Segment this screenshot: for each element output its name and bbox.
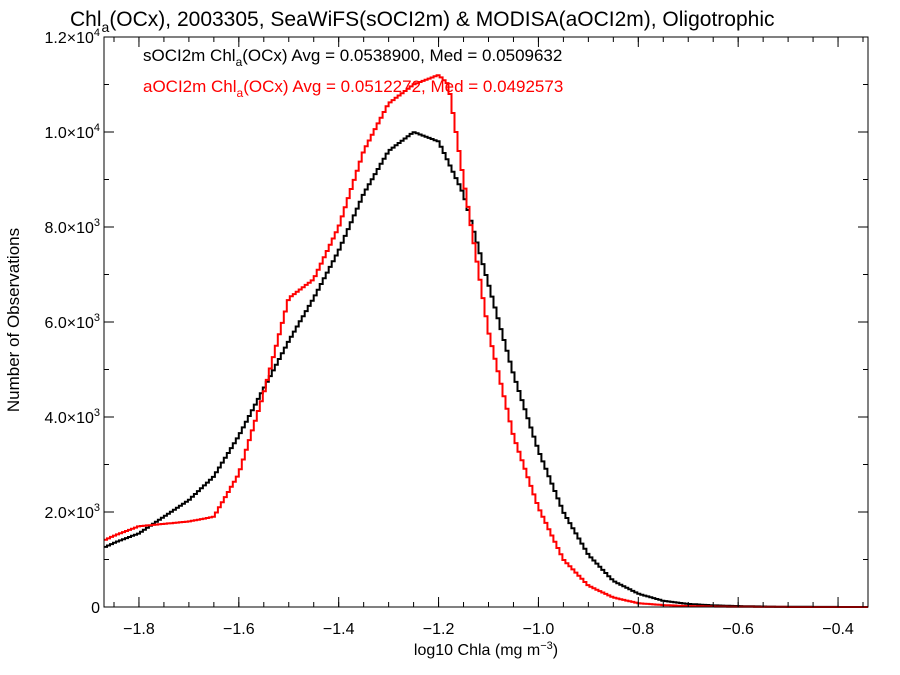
chart-title: Chla(OCx), 2003305, SeaWiFS(sOCI2m) & MO… [70,8,774,35]
y-tick-label: 1.2×104 [44,27,100,47]
legend-entry-soci2m-pre: sOCI2m Chl [143,46,236,65]
chart-title-subscript: a [102,19,110,35]
y-tick-label-mantissa: 6.0×10 [44,315,93,332]
series-line-aoci2m [104,74,868,608]
legend-entry-soci2m: sOCI2m Chla(OCx) Avg = 0.0538900, Med = … [143,46,562,69]
legend-entry-aoci2m-post: (OCx) Avg = 0.0512272, Med = 0.0492573 [243,77,563,96]
series-line-soci2m [104,131,868,608]
y-tick-label-exponent: 3 [94,407,100,419]
x-tick-label: −1.0 [523,621,555,638]
plot-frame [103,36,869,608]
y-tick-label-exponent: 3 [94,217,100,229]
chart-title-prefix: Chl [70,8,102,31]
y-tick-label: 4.0×103 [44,407,100,427]
x-tick-label: −1.6 [223,621,255,638]
y-tick-label-exponent: 3 [94,312,100,324]
x-tick-label: −1.8 [123,621,155,638]
legend-entry-aoci2m-pre: aOCI2m Chl [143,77,237,96]
x-tick-label: −1.4 [323,621,355,638]
x-tick-label: −1.2 [423,621,455,638]
legend-entry-soci2m-sub: a [236,55,243,69]
legend-entry-aoci2m-sub: a [237,86,244,100]
y-tick-label-mantissa: 4.0×10 [44,410,93,427]
x-tick-label: −0.8 [623,621,655,638]
y-axis-label: Number of Observations [4,228,23,412]
x-axis-label-sup: −3 [540,640,553,652]
legend-entry-soci2m-post: (OCx) Avg = 0.0538900, Med = 0.0509632 [242,46,562,65]
y-tick-label-exponent: 3 [94,502,100,514]
plot-area: −1.8 −1.6 −1.4 −1.2 −1.0 −0.8 −0.6 −0.402.0×103… [44,27,869,638]
x-axis-label-text: log10 Chla (mg m [414,642,540,659]
y-tick-label-mantissa: 0 [91,600,100,617]
y-tick-label: 8.0×103 [44,217,100,237]
y-tick-label: 1.0×104 [44,122,100,142]
y-tick-label: 0 [91,600,100,617]
x-axis-label: log10 Chla (mg m−3) [414,640,558,659]
y-tick-label: 6.0×103 [44,312,100,332]
y-tick-label-exponent: 4 [94,122,100,134]
x-tick-label: −0.6 [722,621,754,638]
y-tick-label: 2.0×103 [44,502,100,522]
legend-entry-aoci2m: aOCI2m Chla(OCx) Avg = 0.0512272, Med = … [143,77,563,100]
y-tick-label-exponent: 4 [94,27,100,39]
y-tick-label-mantissa: 1.2×10 [44,30,93,47]
y-tick-label-mantissa: 1.0×10 [44,125,93,142]
chart-title-suffix: (OCx), 2003305, SeaWiFS(sOCI2m) & MODISA… [109,8,774,31]
y-tick-label-mantissa: 8.0×10 [44,220,93,237]
y-tick-label-mantissa: 2.0×10 [44,505,93,522]
x-tick-label: −0.4 [822,621,854,638]
x-axis-label-end: ) [553,642,558,659]
